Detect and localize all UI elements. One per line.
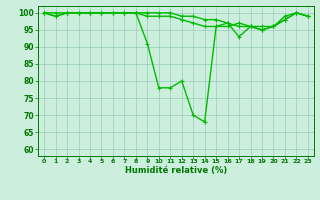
X-axis label: Humidité relative (%): Humidité relative (%) [125, 166, 227, 175]
